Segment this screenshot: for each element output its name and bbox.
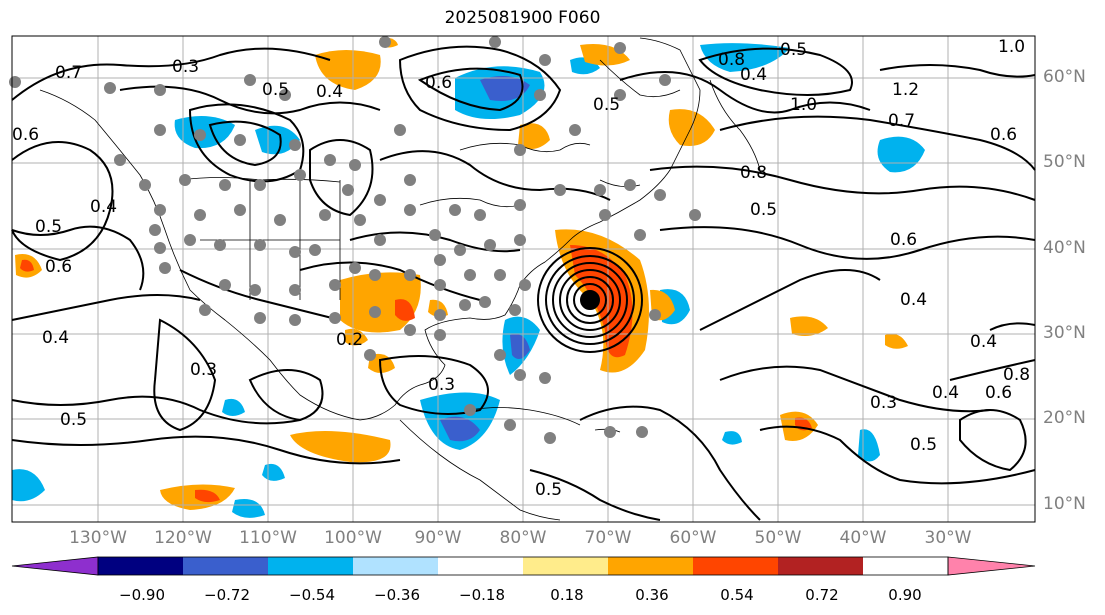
contour-label: 0.2 xyxy=(336,330,363,350)
lon-label: 50°W xyxy=(754,528,802,548)
contour-label: 0.8 xyxy=(1003,365,1030,385)
contour-label: 1.0 xyxy=(998,37,1025,57)
lon-label: 40°W xyxy=(839,528,887,548)
colorbar-tick-label: 0.90 xyxy=(888,586,922,604)
contour-label: 0.3 xyxy=(172,57,199,77)
contour-label: 0.8 xyxy=(718,50,745,70)
contour-label: 0.5 xyxy=(35,217,62,237)
contour-label: 0.5 xyxy=(535,480,562,500)
contour-label: 0.4 xyxy=(932,383,959,403)
contour-label: 0.4 xyxy=(90,197,117,217)
colorbar-tick-label: −0.90 xyxy=(119,586,165,604)
lon-label: 30°W xyxy=(924,528,972,548)
colorbar-segment xyxy=(608,557,693,575)
contour-label: 0.6 xyxy=(425,73,452,93)
lon-label: 70°W xyxy=(584,528,632,548)
colorbar-tick-label: −0.36 xyxy=(374,586,420,604)
colorbar-tick-label: −0.54 xyxy=(289,586,335,604)
lon-label: 60°W xyxy=(669,528,717,548)
colorbar-segment xyxy=(268,557,353,575)
lon-label: 130°W xyxy=(69,528,127,548)
colorbar-tick-label: −0.72 xyxy=(204,586,250,604)
lat-label: 50°N xyxy=(1043,152,1086,172)
lat-label: 10°N xyxy=(1043,494,1086,514)
contour-label: 0.3 xyxy=(190,360,217,380)
contour-label: 0.8 xyxy=(740,163,767,183)
lon-label: 100°W xyxy=(324,528,382,548)
contour-label: 0.6 xyxy=(12,125,39,145)
lat-label: 20°N xyxy=(1043,408,1086,428)
contour-label: 0.5 xyxy=(780,40,807,60)
lat-label: 30°N xyxy=(1043,323,1086,343)
lon-label: 90°W xyxy=(414,528,462,548)
contour-label: 0.6 xyxy=(990,125,1017,145)
colorbar-tick-label: 0.36 xyxy=(635,586,669,604)
contour-label: 0.4 xyxy=(42,328,69,348)
storm-center xyxy=(537,247,643,353)
contour-label: 0.6 xyxy=(985,383,1012,403)
lat-label: 40°N xyxy=(1043,238,1086,258)
lon-label: 80°W xyxy=(499,528,547,548)
colorbar-tick-label: 0.18 xyxy=(550,586,584,604)
colorbar-segment xyxy=(778,557,863,575)
lat-label: 60°N xyxy=(1043,67,1086,87)
colorbar-segment xyxy=(353,557,438,575)
colorbar-segment xyxy=(98,557,183,575)
contour-label: 0.3 xyxy=(870,393,897,413)
contour-label: 0.7 xyxy=(55,63,82,83)
contour-label: 0.4 xyxy=(900,290,927,310)
contour-label: 0.7 xyxy=(888,111,915,131)
colorbar-tick-label: 0.72 xyxy=(805,586,839,604)
lon-label: 110°W xyxy=(239,528,297,548)
contour-label: 0.4 xyxy=(970,332,997,352)
contour-label: 0.5 xyxy=(750,200,777,220)
contour-label: 0.4 xyxy=(316,82,343,102)
contour-lines xyxy=(11,45,1036,521)
contour-label: 0.3 xyxy=(428,375,455,395)
contour-label: 0.5 xyxy=(593,95,620,115)
contour-labels: 0.3 0.7 0.5 0.4 0.6 0.5 0.4 0.5 0.6 0.4 … xyxy=(12,37,1030,500)
contour-label: 0.5 xyxy=(262,80,289,100)
colorbar-segment xyxy=(183,557,268,575)
contour-label: 0.6 xyxy=(45,257,72,277)
map-title: 2025081900 F060 xyxy=(444,8,601,28)
contour-label: 0.6 xyxy=(890,230,917,250)
contour-label: 1.0 xyxy=(790,95,817,115)
colorbar-segment xyxy=(523,557,608,575)
contour-label: 0.5 xyxy=(60,410,87,430)
colorbar xyxy=(11,556,1036,576)
contour-label: 1.2 xyxy=(892,80,919,100)
lon-label: 120°W xyxy=(154,528,212,548)
station-markers xyxy=(9,36,701,444)
colorbar-segment xyxy=(693,557,778,575)
colorbar-tick-label: 0.54 xyxy=(720,586,754,604)
coastlines xyxy=(39,37,761,521)
colorbar-segment xyxy=(438,557,523,575)
contour-label: 0.4 xyxy=(740,65,767,85)
contour-label: 0.5 xyxy=(910,435,937,455)
colorbar-tick-label: −0.18 xyxy=(459,586,505,604)
